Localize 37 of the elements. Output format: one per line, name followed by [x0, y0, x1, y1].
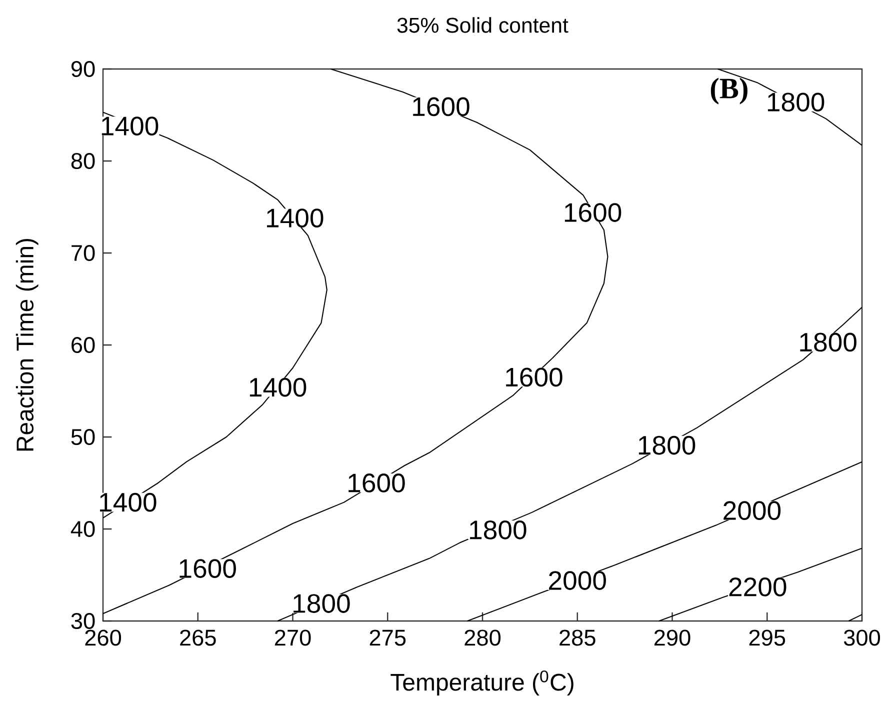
- x-tick-label: 280: [464, 630, 501, 646]
- chart-title: 35% Solid content: [397, 17, 568, 33]
- annotation: 1400: [250, 378, 306, 397]
- annotation: 2000: [549, 571, 606, 590]
- x-tick-label: 295: [749, 630, 786, 646]
- y-tick-label: 80: [71, 152, 95, 170]
- annotation: 1400: [100, 492, 156, 512]
- y-tick-label: 60: [72, 336, 95, 354]
- annotation: 1600: [413, 97, 470, 116]
- annotation: 1800: [638, 436, 696, 455]
- annotation: 1600: [348, 474, 405, 492]
- y-tick-label: 90: [71, 60, 95, 78]
- annotation: 1800: [800, 332, 856, 352]
- annotation: 1800: [768, 92, 824, 112]
- annotation: 1800: [294, 594, 350, 613]
- x-tick-label: 285: [560, 630, 596, 646]
- y-tick-label: 70: [72, 244, 95, 262]
- y-tick-label: 50: [71, 428, 95, 446]
- x-tick-label: 270: [274, 630, 311, 646]
- y-tick-label: 40: [70, 520, 95, 538]
- annotation: 1600: [180, 559, 236, 578]
- x-tick-label: 290: [654, 630, 690, 646]
- x-axis-title: Temperature ($^{0}$C): [390, 670, 574, 696]
- annotation: (B): [710, 78, 748, 104]
- annotation: 1800: [470, 520, 526, 540]
- x-tick-label: 260: [85, 630, 122, 646]
- annotation: 1600: [564, 203, 622, 222]
- y-axis-title: Reaction Time (min): [16, 238, 38, 451]
- x-tick-label: 275: [370, 630, 406, 646]
- annotation: 1400: [102, 116, 158, 136]
- annotation: 2200: [729, 578, 786, 596]
- annotation: 1600: [506, 368, 562, 387]
- x-tick-label: 265: [180, 630, 216, 646]
- y-tick-label: 30: [71, 612, 95, 630]
- x-tick-label: 300: [844, 630, 880, 646]
- annotation: 1400: [267, 208, 324, 228]
- annotation: 2000: [724, 501, 781, 520]
